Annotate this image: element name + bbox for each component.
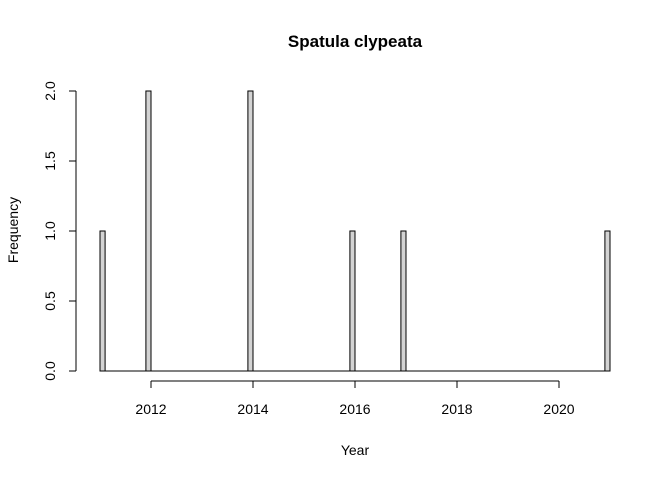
y-tick-label: 0.0: [42, 361, 58, 381]
y-tick-label: 1.5: [42, 151, 58, 171]
x-axis: 2012 2014 2016 2018 2020: [135, 380, 575, 417]
histogram-bar: [247, 90, 254, 372]
y-tick-label: 1.0: [42, 221, 58, 241]
x-tick-label: 2016: [339, 401, 370, 417]
x-tick-label: 2014: [237, 401, 268, 417]
x-axis-label: Year: [341, 442, 370, 458]
y-tick-label: 2.0: [42, 81, 58, 101]
y-axis: 0.0 0.5 1.0 1.5 2.0: [42, 81, 77, 381]
histogram-bar: [604, 230, 611, 372]
bars-group: [99, 90, 611, 372]
x-tick-label: 2020: [543, 401, 574, 417]
chart-title: Spatula clypeata: [288, 32, 423, 51]
histogram-bar: [99, 230, 106, 372]
histogram-bar: [145, 90, 152, 372]
x-tick-label: 2018: [441, 401, 472, 417]
histogram-bar: [349, 230, 356, 372]
y-tick-label: 0.5: [42, 291, 58, 311]
x-tick-label: 2012: [135, 401, 166, 417]
y-axis-label: Frequency: [5, 197, 21, 263]
histogram-bar: [400, 230, 407, 372]
